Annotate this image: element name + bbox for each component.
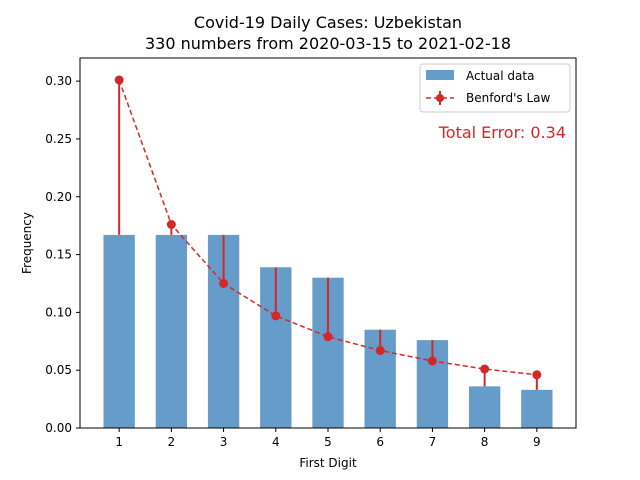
x-axis-ticks: 1 2 3 4 5 6 7 8 9 <box>115 428 541 449</box>
legend-box <box>419 63 571 113</box>
chart-title-line1: Covid-19 Daily Cases: Uzbekistan <box>194 13 462 32</box>
benford-point-digit-2 <box>166 220 176 229</box>
total-error-annotation: Total Error: 0.34 <box>438 123 566 142</box>
x-tick-label: 6 <box>376 435 384 449</box>
benford-point-digit-7 <box>427 356 437 366</box>
x-tick-label: 3 <box>220 435 228 449</box>
benford-markers-layer <box>114 75 542 380</box>
y-axis-ticks: 0.00 0.05 0.10 0.15 0.20 0.25 0.30 <box>45 74 80 435</box>
y-tick-label: 0.00 <box>45 421 72 435</box>
benford-point-digit-3 <box>219 278 229 288</box>
y-axis-label: Frequency <box>20 212 34 274</box>
y-tick-label: 0.25 <box>45 132 72 146</box>
legend-swatch-actual-data <box>426 70 454 80</box>
legend: Actual data Benford's Law <box>419 63 571 113</box>
y-tick-label: 0.10 <box>45 305 72 319</box>
benford-point-digit-8 <box>480 364 490 374</box>
benford-point-digit-1 <box>114 75 124 85</box>
bar-digit-8 <box>468 386 501 429</box>
x-tick-label: 9 <box>533 435 541 449</box>
y-tick-label: 0.20 <box>45 190 72 204</box>
x-tick-label: 5 <box>324 435 332 449</box>
bar-digit-9 <box>521 389 553 428</box>
legend-label-benfords-law: Benford's Law <box>466 91 551 105</box>
x-tick-label: 8 <box>481 435 489 449</box>
bar-digit-2 <box>155 234 188 428</box>
benford-point-digit-4 <box>271 311 281 321</box>
bar-digit-1 <box>103 234 135 428</box>
x-tick-label: 4 <box>272 435 280 449</box>
x-tick-label: 1 <box>115 435 123 449</box>
x-tick-label: 2 <box>168 435 176 449</box>
y-tick-label: 0.05 <box>45 363 72 377</box>
x-axis-label: First Digit <box>299 456 357 470</box>
chart-title-line2: 330 numbers from 2020-03-15 to 2021-02-1… <box>145 34 511 53</box>
benford-line <box>118 79 537 376</box>
benford-point-digit-9 <box>532 370 542 380</box>
benford-point-digit-6 <box>375 346 385 356</box>
y-tick-label: 0.30 <box>45 74 72 88</box>
x-tick-label: 7 <box>429 435 437 449</box>
benford-line-layer <box>118 79 537 376</box>
benford-point-digit-5 <box>323 332 333 342</box>
legend-label-actual-data: Actual data <box>466 69 534 83</box>
y-tick-label: 0.15 <box>45 248 72 262</box>
